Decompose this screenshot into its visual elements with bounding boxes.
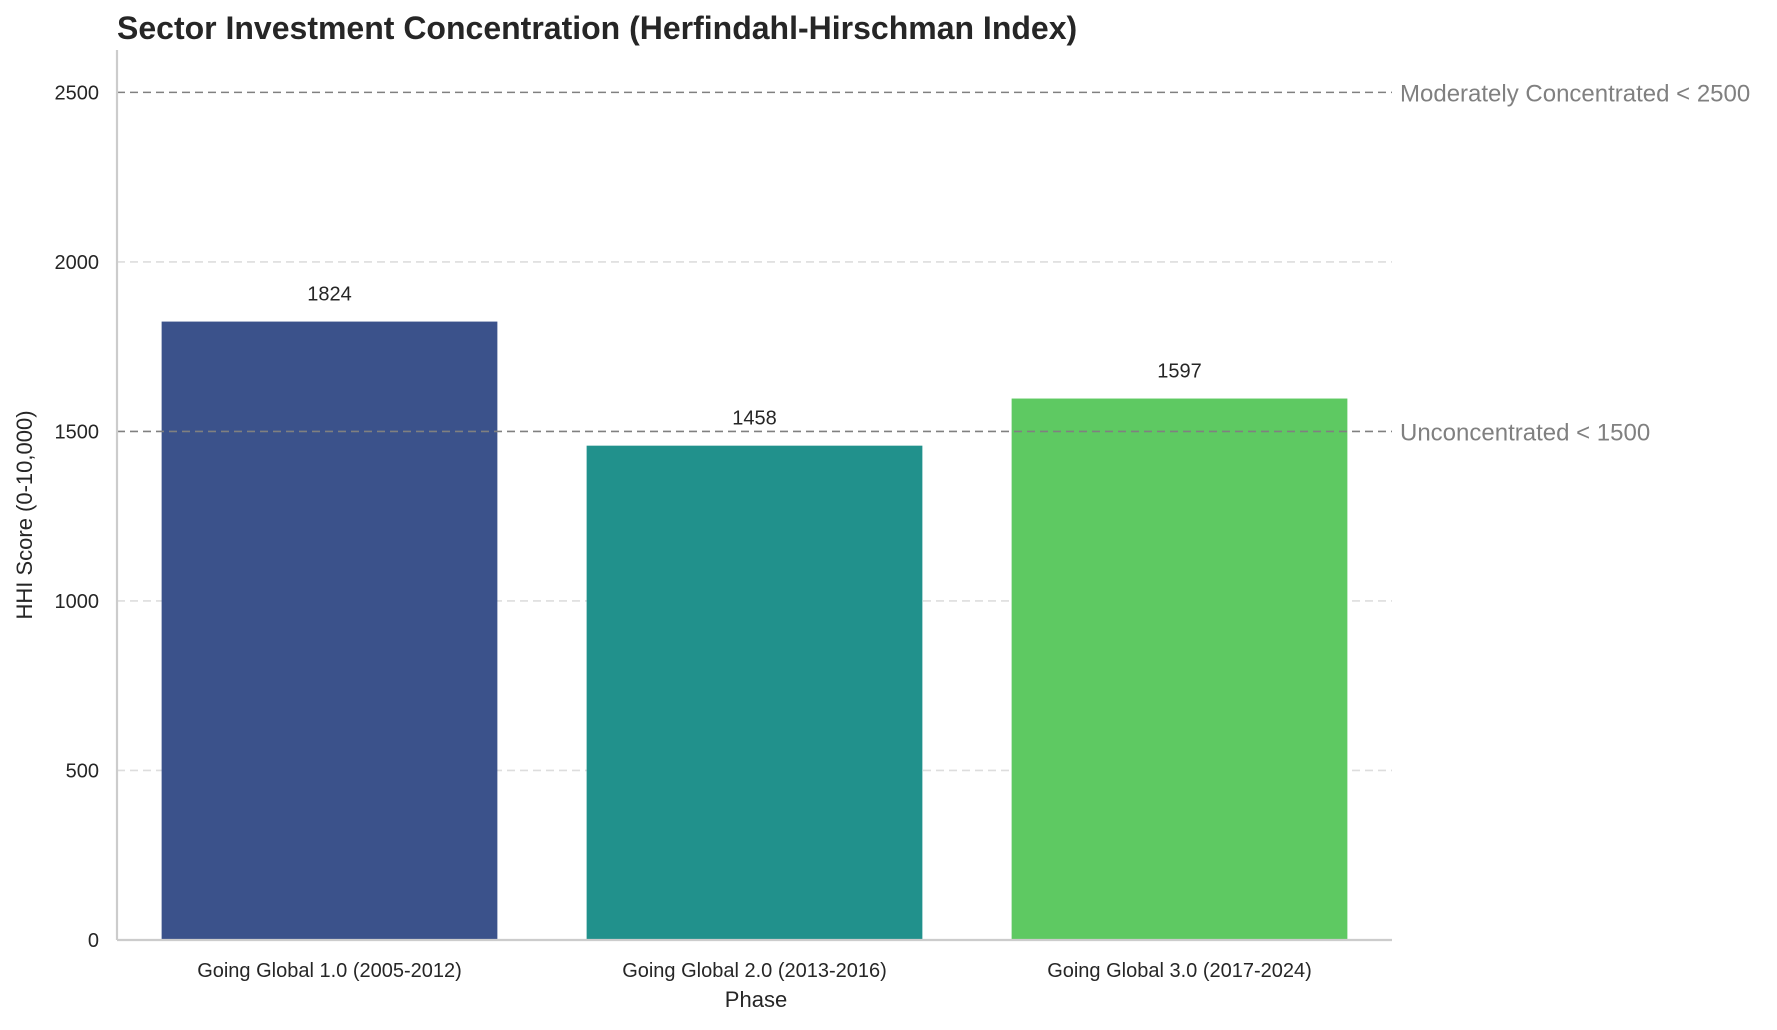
y-tick-label: 1500: [55, 421, 100, 443]
bars: [161, 321, 1348, 940]
x-tick-label: Going Global 1.0 (2005-2012): [197, 960, 462, 982]
x-tick-label: Going Global 3.0 (2017-2024): [1047, 960, 1312, 982]
bar: [1011, 398, 1348, 940]
reference-line-label: Moderately Concentrated < 2500: [1400, 80, 1750, 107]
bar: [586, 445, 923, 940]
y-axis-label: HHI Score (0-10,000): [12, 410, 37, 619]
data-label: 1597: [1157, 361, 1202, 383]
data-label: 1458: [732, 408, 777, 430]
y-tick-label: 0: [88, 930, 99, 952]
bar: [161, 321, 498, 940]
reference-line-label: Unconcentrated < 1500: [1400, 419, 1650, 446]
data-label: 1824: [307, 284, 352, 306]
y-tick-label: 2500: [55, 82, 100, 104]
chart-title: Sector Investment Concentration (Herfind…: [117, 10, 1077, 46]
y-tick-label: 500: [66, 760, 99, 782]
labels: 1824 Going Global 1.0 (2005-2012) 1458 Goin…: [55, 82, 1312, 982]
y-tick-label: 1000: [55, 591, 100, 613]
x-tick-label: Going Global 2.0 (2013-2016): [622, 960, 887, 982]
y-tick-label: 2000: [55, 252, 100, 274]
x-axis-label: Phase: [725, 987, 787, 1012]
reference-lines: Unconcentrated < 1500 Moderately Concentr…: [117, 80, 1750, 446]
axes: [115, 50, 1392, 942]
